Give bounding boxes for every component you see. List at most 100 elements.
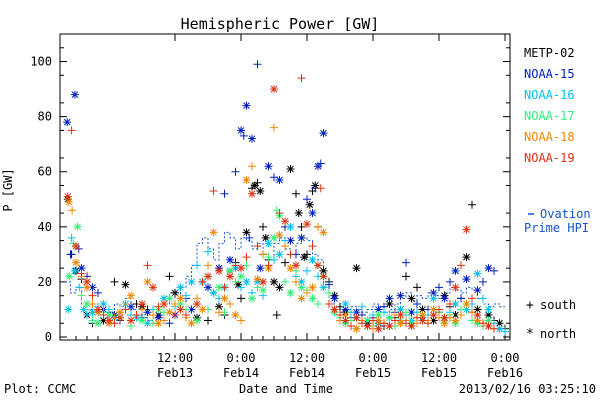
south-marker	[209, 187, 218, 196]
north-marker	[314, 162, 322, 171]
south-marker	[316, 184, 325, 193]
north-marker	[231, 310, 240, 319]
south-marker	[204, 247, 212, 256]
south-marker	[67, 233, 76, 242]
south-marker	[182, 310, 190, 319]
legend-marker-label: south	[540, 298, 576, 312]
south-marker	[68, 206, 77, 215]
north-marker	[138, 299, 146, 308]
south-marker	[314, 299, 322, 308]
north-marker	[385, 313, 394, 322]
south-marker	[479, 277, 487, 286]
north-marker	[286, 236, 295, 245]
north-marker	[319, 228, 328, 237]
north-marker	[187, 319, 196, 328]
y-tick-label: 60	[38, 165, 52, 179]
legend-entry: NOAA-15	[524, 67, 575, 81]
south-marker	[347, 321, 355, 330]
south-marker	[490, 324, 498, 333]
north-marker	[226, 272, 234, 281]
south-marker	[237, 316, 245, 325]
north-marker	[154, 313, 163, 322]
north-marker	[138, 316, 146, 325]
north-marker	[374, 310, 383, 319]
south-marker	[468, 294, 476, 303]
north-marker	[70, 266, 79, 275]
south-marker	[198, 277, 207, 286]
north-marker	[473, 286, 482, 295]
south-marker	[325, 299, 333, 308]
south-marker	[239, 131, 248, 140]
south-marker	[143, 261, 152, 270]
south-marker	[413, 283, 421, 292]
south-marker	[336, 310, 344, 319]
x-tick-date: Feb14	[223, 366, 259, 380]
north-marker	[286, 264, 295, 273]
north-marker	[256, 264, 265, 273]
north-marker	[341, 305, 350, 314]
north-marker	[99, 299, 108, 308]
south-marker	[457, 310, 465, 319]
north-marker	[176, 283, 185, 292]
north-marker	[264, 239, 273, 248]
south-marker	[248, 162, 256, 171]
north-marker	[64, 305, 73, 314]
north-marker	[484, 310, 493, 319]
north-marker	[473, 269, 482, 278]
north-marker	[297, 233, 306, 242]
south-marker	[231, 277, 240, 286]
south-marker	[132, 310, 141, 319]
north-marker	[270, 85, 278, 94]
north-marker	[330, 305, 339, 314]
north-marker	[484, 305, 493, 314]
north-marker	[429, 310, 438, 319]
south-marker	[402, 258, 410, 267]
north-marker	[341, 299, 350, 308]
north-marker	[215, 283, 223, 292]
north-marker	[418, 316, 427, 325]
south-marker	[457, 294, 465, 303]
north-marker	[396, 291, 405, 300]
north-marker	[363, 321, 372, 330]
north-marker	[63, 192, 72, 201]
y-tick-label: 20	[38, 275, 52, 289]
south-marker	[281, 277, 289, 286]
north-marker	[462, 225, 471, 234]
south-marker	[402, 272, 410, 281]
south-marker	[253, 178, 262, 187]
north-marker	[171, 288, 179, 297]
south-marker	[121, 305, 130, 314]
south-marker	[171, 310, 179, 319]
south-marker	[99, 310, 108, 319]
north-marker	[105, 310, 113, 319]
y-tick-label: 0	[45, 330, 52, 344]
north-marker	[143, 277, 152, 286]
legend-ovation-label: Ovation	[540, 207, 591, 221]
south-marker	[424, 319, 432, 328]
south-marker	[435, 305, 443, 314]
north-marker	[154, 319, 163, 328]
north-marker	[297, 283, 306, 292]
north-marker	[275, 250, 284, 259]
north-marker	[165, 308, 174, 317]
south-marker	[446, 299, 454, 308]
north-marker	[429, 288, 438, 297]
north-marker	[237, 272, 245, 281]
north-marker	[88, 283, 97, 292]
north-marker	[473, 310, 482, 319]
south-marker	[204, 316, 212, 325]
north-marker	[63, 118, 72, 127]
legend-ovation-label: Prime HPI	[524, 221, 589, 235]
north-marker	[242, 175, 251, 184]
south-marker	[303, 288, 311, 297]
north-marker	[407, 321, 416, 330]
north-marker	[204, 283, 212, 292]
x-tick-date: Feb14	[289, 366, 325, 380]
north-marker	[462, 253, 471, 262]
x-tick-time: 0:00	[491, 351, 520, 365]
x-tick-time: 12:00	[157, 351, 193, 365]
north-marker	[198, 305, 207, 314]
x-tick-date: Feb16	[487, 366, 523, 380]
south-marker	[308, 242, 317, 251]
